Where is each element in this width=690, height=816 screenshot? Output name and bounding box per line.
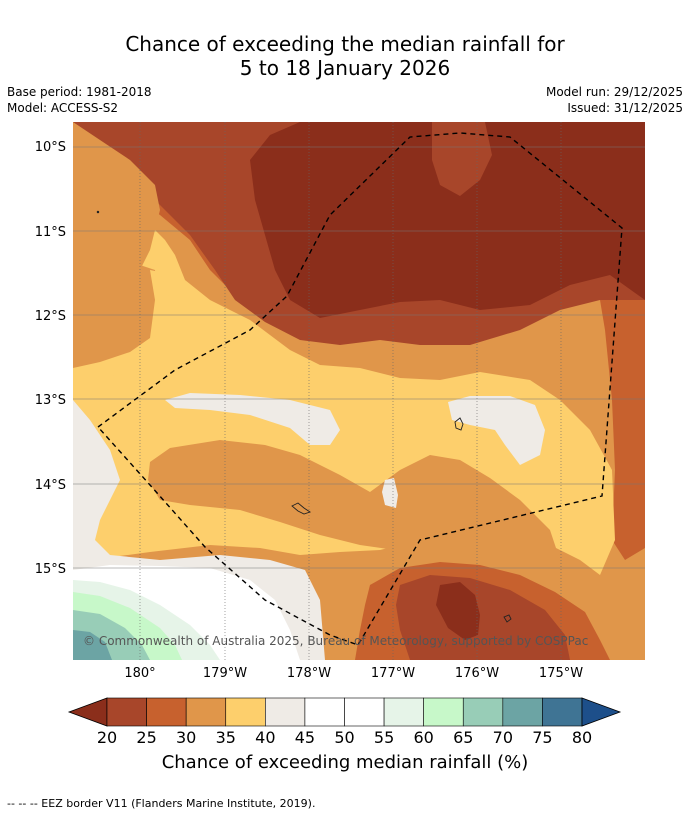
region-40-45-center <box>165 393 340 445</box>
island-outline <box>454 417 464 431</box>
issued-date: Issued: 31/12/2025 <box>567 101 683 115</box>
colorbar-segment <box>383 697 424 727</box>
colorbar-tick-label: 20 <box>97 728 117 747</box>
colorbar-label: Chance of exceeding median rainfall (%) <box>161 752 529 773</box>
eez-border <box>96 132 623 646</box>
colorbar-tick-label: 75 <box>532 728 552 747</box>
x-tick-label: 176°W <box>455 666 499 681</box>
colorbar-tick-label: 25 <box>136 728 156 747</box>
title-line-2: 5 to 18 January 2026 <box>239 56 451 80</box>
y-tick-label: 12°S <box>35 309 66 324</box>
y-tick-label: 13°S <box>35 393 66 408</box>
y-tick-label: 11°S <box>35 225 66 240</box>
colorbar-segment <box>542 697 583 727</box>
region-70-75 <box>73 630 112 660</box>
base-period: Base period: 1981-2018 <box>7 85 152 99</box>
region-35-40-west-tongue <box>73 270 300 382</box>
colorbar-tick-label: 40 <box>255 728 275 747</box>
island-dot <box>96 210 100 214</box>
colorbar-segment <box>502 697 543 727</box>
colorbar-segment <box>423 697 464 727</box>
model-name: Model: ACCESS-S2 <box>7 101 119 115</box>
meta-left: Base period: 1981-2018 Model: ACCESS-S2 <box>7 84 152 116</box>
region-30-35-south-edge <box>605 575 645 660</box>
colorbar-tick-label: 65 <box>453 728 473 747</box>
colorbar-segment <box>344 697 385 727</box>
title-line-1: Chance of exceeding the median rainfall … <box>125 32 565 56</box>
colorbar-tick-label: 35 <box>216 728 236 747</box>
colorbar-tick-label: 30 <box>176 728 196 747</box>
graticule-lat <box>73 146 645 569</box>
colorbar-over-arrow <box>581 697 622 727</box>
colorbar-segment <box>146 697 187 727</box>
region-below-20-north <box>250 122 645 318</box>
region-40-45-small <box>382 478 398 508</box>
region-30-35-west <box>73 122 160 295</box>
x-tick-label: 179°W <box>203 666 247 681</box>
map-fill-layers <box>73 122 645 660</box>
model-run: Model run: 29/12/2025 <box>545 85 683 99</box>
islands <box>96 210 512 623</box>
colorbar-under-arrow <box>67 697 108 727</box>
island-outline <box>291 502 312 515</box>
colorbar-segment <box>225 697 266 727</box>
y-axis-labels: 10°S 11°S 12°S 13°S 14°S 15°S <box>35 140 66 577</box>
colorbar-segment <box>265 697 306 727</box>
colorbar-segment <box>185 697 227 727</box>
colorbar: 20 25 30 35 40 45 50 55 60 65 70 75 80 <box>67 697 622 747</box>
meta-right: Model run: 29/12/2025 Issued: 31/12/2025 <box>546 84 683 116</box>
x-tick-label: 180° <box>124 666 155 681</box>
region-25-30-east <box>600 300 645 560</box>
island-outline <box>503 614 512 623</box>
x-tick-label: 178°W <box>287 666 331 681</box>
y-tick-label: 15°S <box>35 562 66 577</box>
forecast-map-svg: © Commonwealth of Australia 2025, Bureau… <box>35 122 645 747</box>
map-attribution: © Commonwealth of Australia 2025, Bureau… <box>83 634 588 648</box>
colorbar-tick-label: 60 <box>413 728 433 747</box>
region-40-45-east <box>448 396 545 465</box>
x-axis-labels: 180° 179°W 178°W 177°W 176°W 175°W <box>124 666 583 681</box>
y-tick-label: 10°S <box>35 140 66 155</box>
colorbar-segment <box>106 697 147 727</box>
colorbar-tick-label: 80 <box>572 728 592 747</box>
y-tick-label: 14°S <box>35 478 66 493</box>
x-tick-label: 177°W <box>371 666 415 681</box>
region-30-35-inner <box>148 440 560 570</box>
x-tick-label: 175°W <box>539 666 583 681</box>
region-below-20-south <box>436 582 480 640</box>
colorbar-tick-label: 70 <box>493 728 513 747</box>
colorbar-tick-label: 50 <box>334 728 354 747</box>
chart-title: Chance of exceeding the median rainfall … <box>0 32 690 80</box>
colorbar-segment <box>462 697 504 727</box>
eez-footnote: -- -- -- EEZ border V11 (Flanders Marine… <box>7 797 316 810</box>
colorbar-tick-label: 45 <box>295 728 315 747</box>
colorbar-segment <box>304 697 345 727</box>
colorbar-tick-label: 55 <box>374 728 394 747</box>
